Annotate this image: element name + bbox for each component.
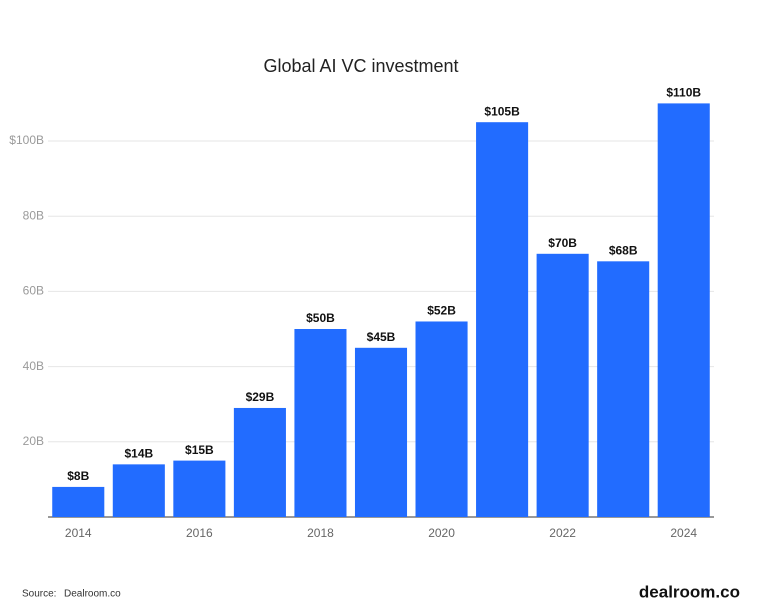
bar — [597, 261, 650, 517]
x-tick-label: 2018 — [307, 526, 334, 540]
value-label: $15B — [185, 443, 214, 457]
bar — [476, 122, 529, 517]
y-tick-label: 60B — [23, 284, 44, 298]
bar — [52, 486, 105, 517]
value-label: $68B — [609, 243, 638, 257]
bar — [354, 347, 408, 517]
x-tick-label: 2024 — [670, 526, 697, 540]
value-label: $14B — [124, 447, 153, 461]
chart-title: Global AI VC investment — [263, 56, 458, 76]
value-label: $50B — [306, 311, 335, 325]
bar — [536, 253, 589, 518]
bar — [112, 464, 165, 517]
bar — [294, 329, 347, 517]
y-tick-label: 80B — [23, 208, 44, 222]
logo: dealroom.co — [639, 582, 740, 601]
y-tick-label: 20B — [23, 434, 44, 448]
source-label: Source: — [22, 589, 56, 600]
y-tick-label: $100B — [9, 133, 44, 147]
value-label: $105B — [484, 104, 520, 118]
x-tick-label: 2022 — [549, 526, 576, 540]
value-label: $110B — [666, 86, 701, 100]
bar — [173, 460, 226, 517]
bar — [415, 321, 468, 517]
x-tick-label: 2020 — [428, 526, 455, 540]
bar — [233, 407, 286, 517]
source: Dealroom.co — [64, 589, 121, 600]
x-tick-label: 2014 — [65, 526, 92, 540]
value-label: $52B — [427, 304, 456, 318]
value-label: $45B — [367, 330, 396, 344]
value-label: $29B — [246, 390, 275, 404]
value-label: $70B — [548, 236, 577, 250]
bar — [657, 103, 710, 518]
x-tick-label: 2016 — [186, 526, 213, 540]
y-tick-label: 40B — [23, 359, 44, 373]
value-label: $8B — [67, 469, 89, 483]
